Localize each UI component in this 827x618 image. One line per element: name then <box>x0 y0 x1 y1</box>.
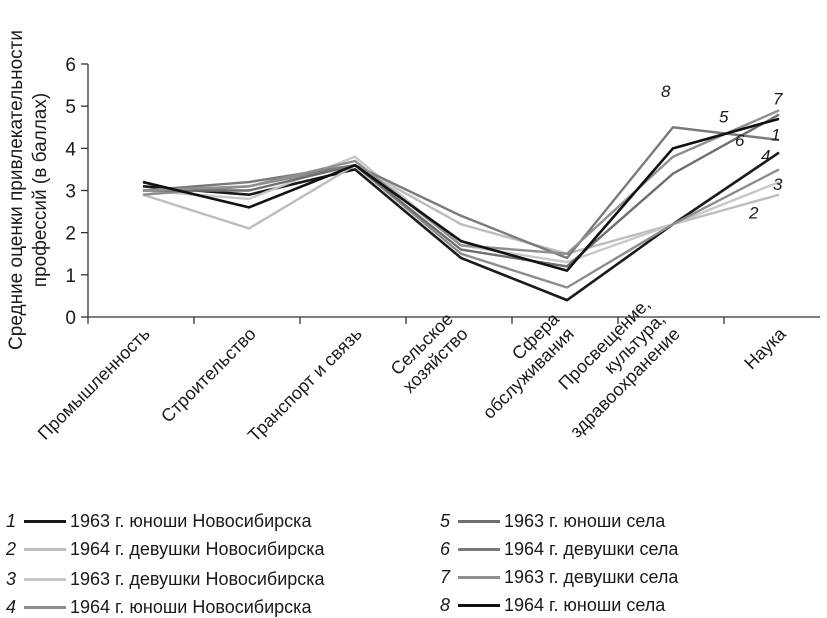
legend-label: 1963 г. юноши села <box>504 511 666 531</box>
x-category-label: Наука <box>740 323 790 373</box>
x-category-label: Сельскоехозяйство <box>384 309 472 397</box>
x-category-label: Строительство <box>157 324 260 427</box>
legend-number: 1 <box>6 511 17 531</box>
series-end-label-3: 3 <box>773 175 783 194</box>
series-end-label-5: 5 <box>719 108 729 127</box>
series-end-label-4: 4 <box>761 146 770 165</box>
legend-item-8: 8 1964 г. юноши села <box>440 594 665 616</box>
legend-label: 1963 г. девушки села <box>504 567 679 587</box>
series-end-label-6: 6 <box>735 131 745 150</box>
y-axis-label: Средние оценки привлекательности професси… <box>6 30 51 350</box>
legend-number: 8 <box>440 595 451 615</box>
y-tick-label: 4 <box>65 139 76 160</box>
legend-item-7: 7 1963 г. девушки села <box>440 566 678 588</box>
legend-label: 1963 г. девушки Новосибирска <box>70 569 325 589</box>
legend-item-2: 2 1964 г. девушки Новосибирска <box>6 538 325 560</box>
series-line-8 <box>142 117 780 272</box>
legend-number: 5 <box>440 511 451 531</box>
legend-item-4: 4 1964 г. юноши Новосибирска <box>6 596 311 618</box>
y-tick-label: 2 <box>65 224 76 245</box>
x-category-label: Промышленность <box>34 324 154 444</box>
legend-item-3: 3 1963 г. девушки Новосибирска <box>6 568 325 590</box>
y-tick-label: 6 <box>65 55 76 76</box>
legend-number: 4 <box>6 597 17 617</box>
series-line-6 <box>142 126 780 260</box>
series-layer <box>142 109 780 302</box>
y-tick-label: 1 <box>65 266 76 287</box>
legend-item-5: 5 1963 г. юноши села <box>440 510 665 532</box>
series-line-7 <box>142 109 780 255</box>
y-tick-label: 0 <box>65 308 76 329</box>
legend-label: 1964 г. девушки села <box>504 539 679 559</box>
legend-number: 6 <box>440 539 451 559</box>
series-line-5 <box>143 113 780 268</box>
legend-number: 7 <box>440 567 451 587</box>
legend-swatch <box>24 547 66 551</box>
series-end-label-7: 7 <box>773 89 783 108</box>
legend-label: 1964 г. девушки Новосибирска <box>70 539 325 559</box>
legend-swatch <box>458 519 500 523</box>
legend-swatch <box>458 603 500 607</box>
legend-label: 1963 г. юноши Новосибирска <box>70 511 312 531</box>
legend-swatch <box>458 547 500 551</box>
y-tick-label: 3 <box>65 182 76 203</box>
x-category-label: Транспорт и связь <box>244 324 366 446</box>
legend-number: 3 <box>6 569 17 589</box>
x-category-label: Просвещение,культура,здравоохранение <box>536 294 683 441</box>
legend-number: 2 <box>6 539 17 559</box>
series-end-label-1: 1 <box>771 126 780 145</box>
y-tick-label: 5 <box>65 97 76 118</box>
legend-swatch <box>24 605 66 609</box>
series-end-label-8: 8 <box>661 82 671 101</box>
legend-swatch <box>24 519 66 523</box>
legend-swatch <box>458 575 500 579</box>
x-category-label: Сфераобслуживания <box>464 308 579 423</box>
legend-label: 1964 г. юноши села <box>504 595 666 615</box>
legend-label: 1964 г. юноши Новосибирска <box>70 597 312 617</box>
legend-item-1: 1 1963 г. юноши Новосибирска <box>6 510 311 532</box>
series-line-1 <box>142 151 780 302</box>
legend-swatch <box>24 577 66 581</box>
legend-item-6: 6 1964 г. девушки села <box>440 538 678 560</box>
series-end-label-2: 2 <box>748 204 759 223</box>
series-end-labels: 1 234 56 7 8 <box>661 82 783 223</box>
